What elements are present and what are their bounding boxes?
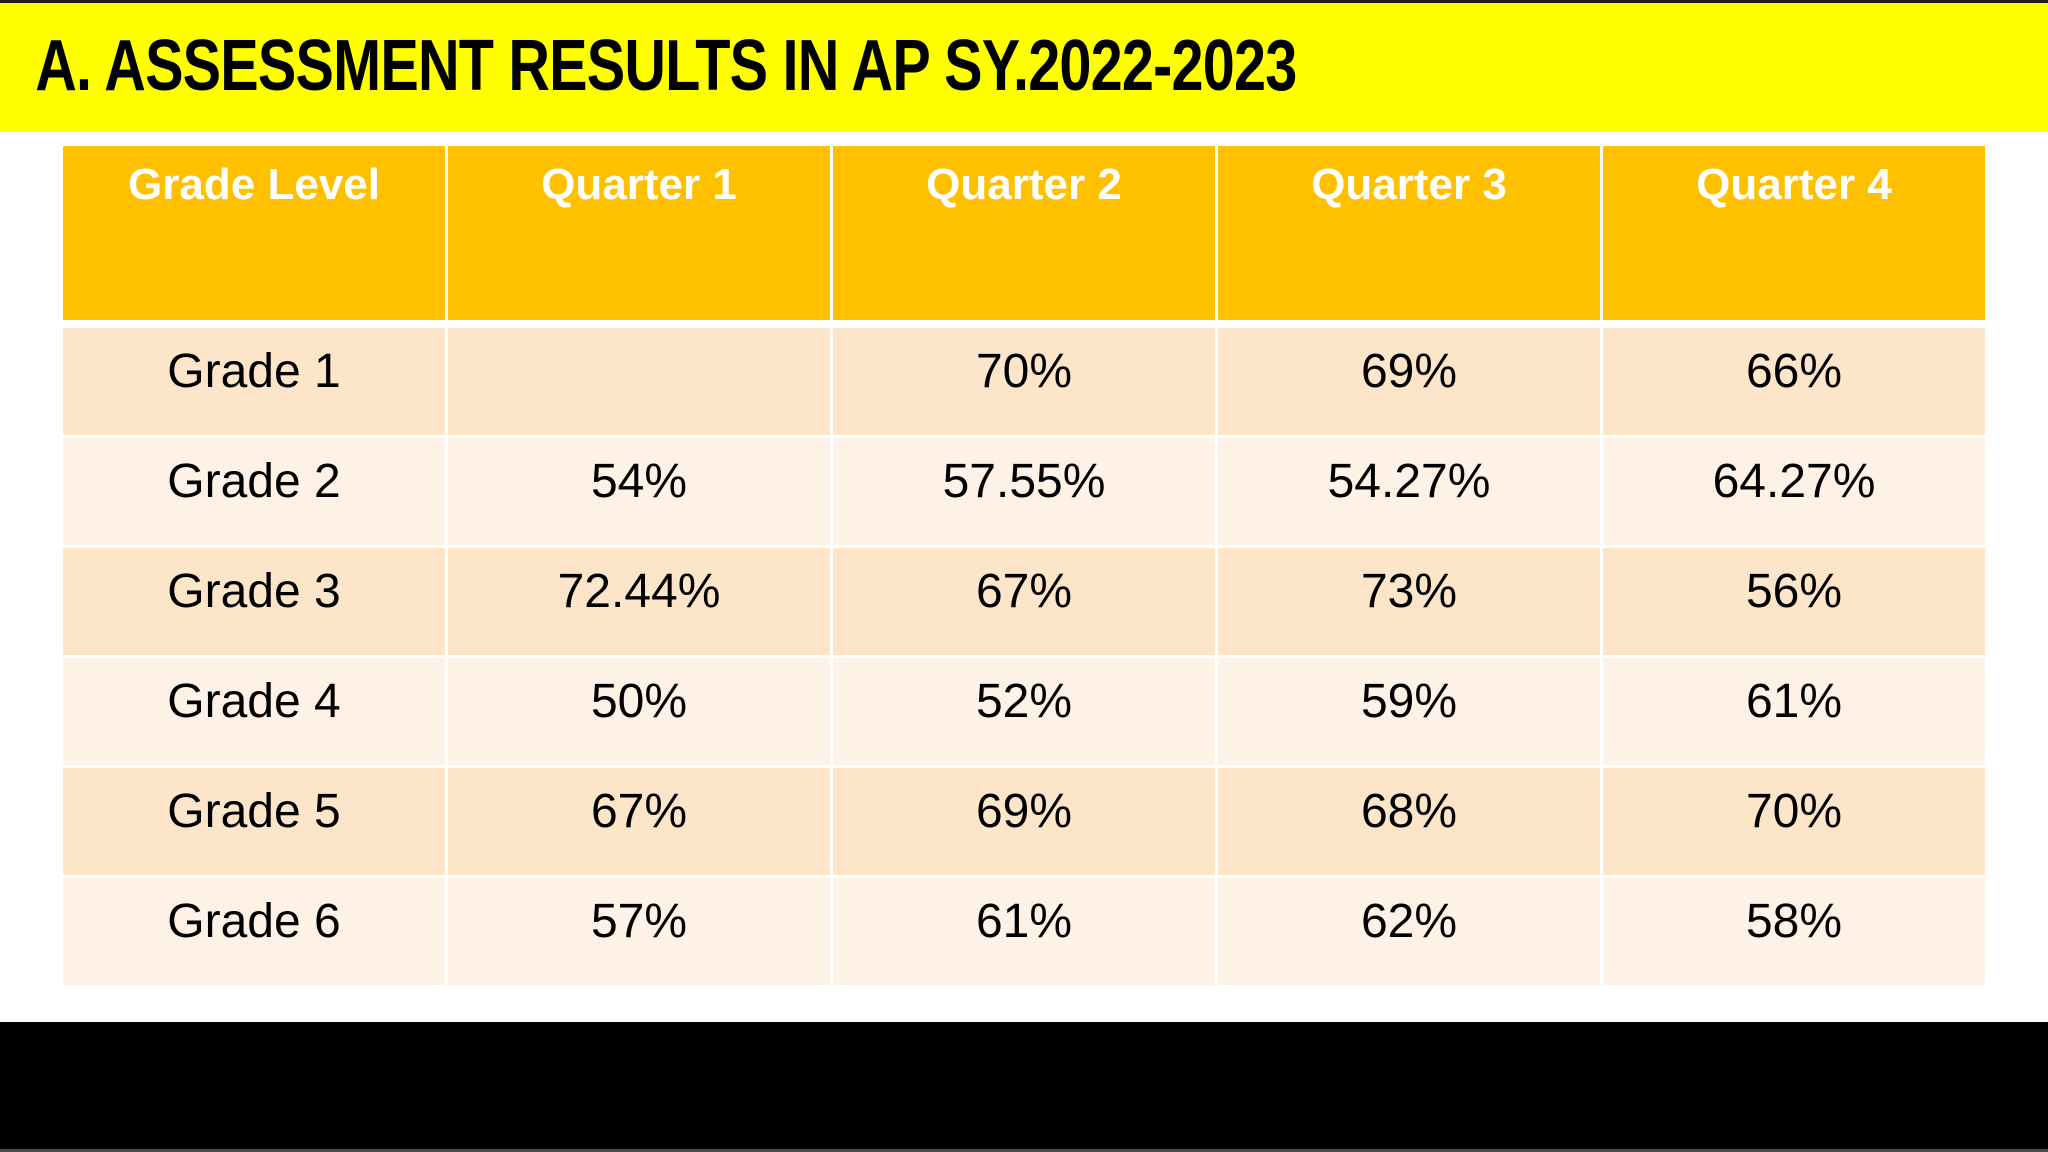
cell-value: 54% [445,435,833,548]
cell-value: 69% [830,765,1218,878]
table-row-grade-1: Grade 1 70% 69% 66% [60,322,1988,438]
cell-grade-label: Grade 6 [60,875,448,988]
table-row-grade-5: Grade 5 67% 69% 68% 70% [60,765,1988,878]
cell-value: 61% [1600,655,1988,768]
cell-grade-label: Grade 3 [60,545,448,658]
table-row-grade-2: Grade 2 54% 57.55% 54.27% 64.27% [60,435,1988,548]
slide-top-edge [0,0,2048,3]
cell-value: 72.44% [445,545,833,658]
cell-value: 62% [1215,875,1603,988]
assessment-results-table: Grade Level Quarter 1 Quarter 2 Quarter … [60,143,1988,988]
cell-grade-label: Grade 5 [60,765,448,878]
cell-value: 58% [1600,875,1988,988]
cell-value: 50% [445,655,833,768]
cell-grade-label: Grade 4 [60,655,448,768]
header-grade-level: Grade Level [60,143,448,328]
cell-value: 54.27% [1215,435,1603,548]
cell-value: 57% [445,875,833,988]
cell-value: 67% [830,545,1218,658]
table-row-grade-3: Grade 3 72.44% 67% 73% 56% [60,545,1988,658]
cell-value: 68% [1215,765,1603,878]
cell-value: 57.55% [830,435,1218,548]
footer-bottom-edge [0,1149,2048,1152]
header-quarter-3: Quarter 3 [1215,143,1603,328]
cell-grade-label: Grade 1 [60,322,448,438]
cell-value: 61% [830,875,1218,988]
cell-value: 70% [1600,765,1988,878]
table-header: Grade Level Quarter 1 Quarter 2 Quarter … [60,143,1988,328]
cell-value: 59% [1215,655,1603,768]
header-quarter-1: Quarter 1 [445,143,833,328]
cell-value: 67% [445,765,833,878]
table-header-row: Grade Level Quarter 1 Quarter 2 Quarter … [60,143,1988,328]
cell-value: 70% [830,322,1218,438]
cell-value: 64.27% [1600,435,1988,548]
page-title: A. ASSESSMENT RESULTS IN AP SY.2022-2023 [35,26,1297,106]
cell-value [445,322,833,438]
table-body: Grade 1 70% 69% 66% Grade 2 54% 57.55% 5… [60,322,1988,988]
cell-grade-label: Grade 2 [60,435,448,548]
header-quarter-2: Quarter 2 [830,143,1218,328]
table-row-grade-6: Grade 6 57% 61% 62% 58% [60,875,1988,988]
cell-value: 69% [1215,322,1603,438]
title-banner: A. ASSESSMENT RESULTS IN AP SY.2022-2023 [0,0,2048,132]
table-row-grade-4: Grade 4 50% 52% 59% 61% [60,655,1988,768]
footer-black-bar [0,1022,2048,1152]
cell-value: 52% [830,655,1218,768]
cell-value: 56% [1600,545,1988,658]
cell-value: 73% [1215,545,1603,658]
cell-value: 66% [1600,322,1988,438]
header-quarter-4: Quarter 4 [1600,143,1988,328]
